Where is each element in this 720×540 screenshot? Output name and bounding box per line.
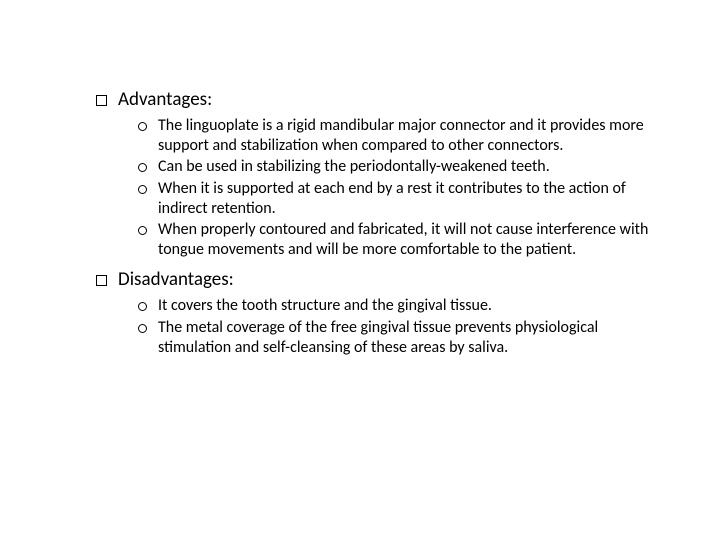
- section-disadvantages: Disadvantages:: [60, 268, 660, 292]
- circle-bullet-icon: [138, 116, 158, 137]
- list-item: Can be used in stabilizing the periodont…: [138, 157, 660, 178]
- list-item-text: The linguoplate is a rigid mandibular ma…: [158, 116, 660, 156]
- list-item: When it is supported at each end by a re…: [138, 179, 660, 219]
- disadvantages-list: It covers the tooth structure and the gi…: [60, 296, 660, 358]
- circle-bullet-icon: [138, 220, 158, 241]
- list-item: It covers the tooth structure and the gi…: [138, 296, 660, 317]
- list-item: The linguoplate is a rigid mandibular ma…: [138, 116, 660, 156]
- section-advantages: Advantages:: [60, 88, 660, 112]
- list-item-text: Can be used in stabilizing the periodont…: [158, 157, 550, 177]
- circle-bullet-icon: [138, 157, 158, 178]
- slide-body: Advantages: The linguoplate is a rigid m…: [0, 0, 720, 540]
- list-item-text: It covers the tooth structure and the gi…: [158, 296, 492, 316]
- section-heading-row: Advantages:: [96, 88, 660, 112]
- section-heading: Disadvantages:: [118, 268, 234, 292]
- circle-bullet-icon: [138, 179, 158, 200]
- square-bullet-icon: [96, 88, 118, 112]
- advantages-list: The linguoplate is a rigid mandibular ma…: [60, 116, 660, 260]
- list-item: The metal coverage of the free gingival …: [138, 318, 660, 358]
- circle-bullet-icon: [138, 318, 158, 339]
- list-item: When properly contoured and fabricated, …: [138, 220, 660, 260]
- list-item-text: When properly contoured and fabricated, …: [158, 220, 660, 260]
- list-item-text: When it is supported at each end by a re…: [158, 179, 660, 219]
- square-bullet-icon: [96, 268, 118, 292]
- circle-bullet-icon: [138, 296, 158, 317]
- list-item-text: The metal coverage of the free gingival …: [158, 318, 660, 358]
- section-heading-row: Disadvantages:: [96, 268, 660, 292]
- section-heading: Advantages:: [118, 88, 212, 112]
